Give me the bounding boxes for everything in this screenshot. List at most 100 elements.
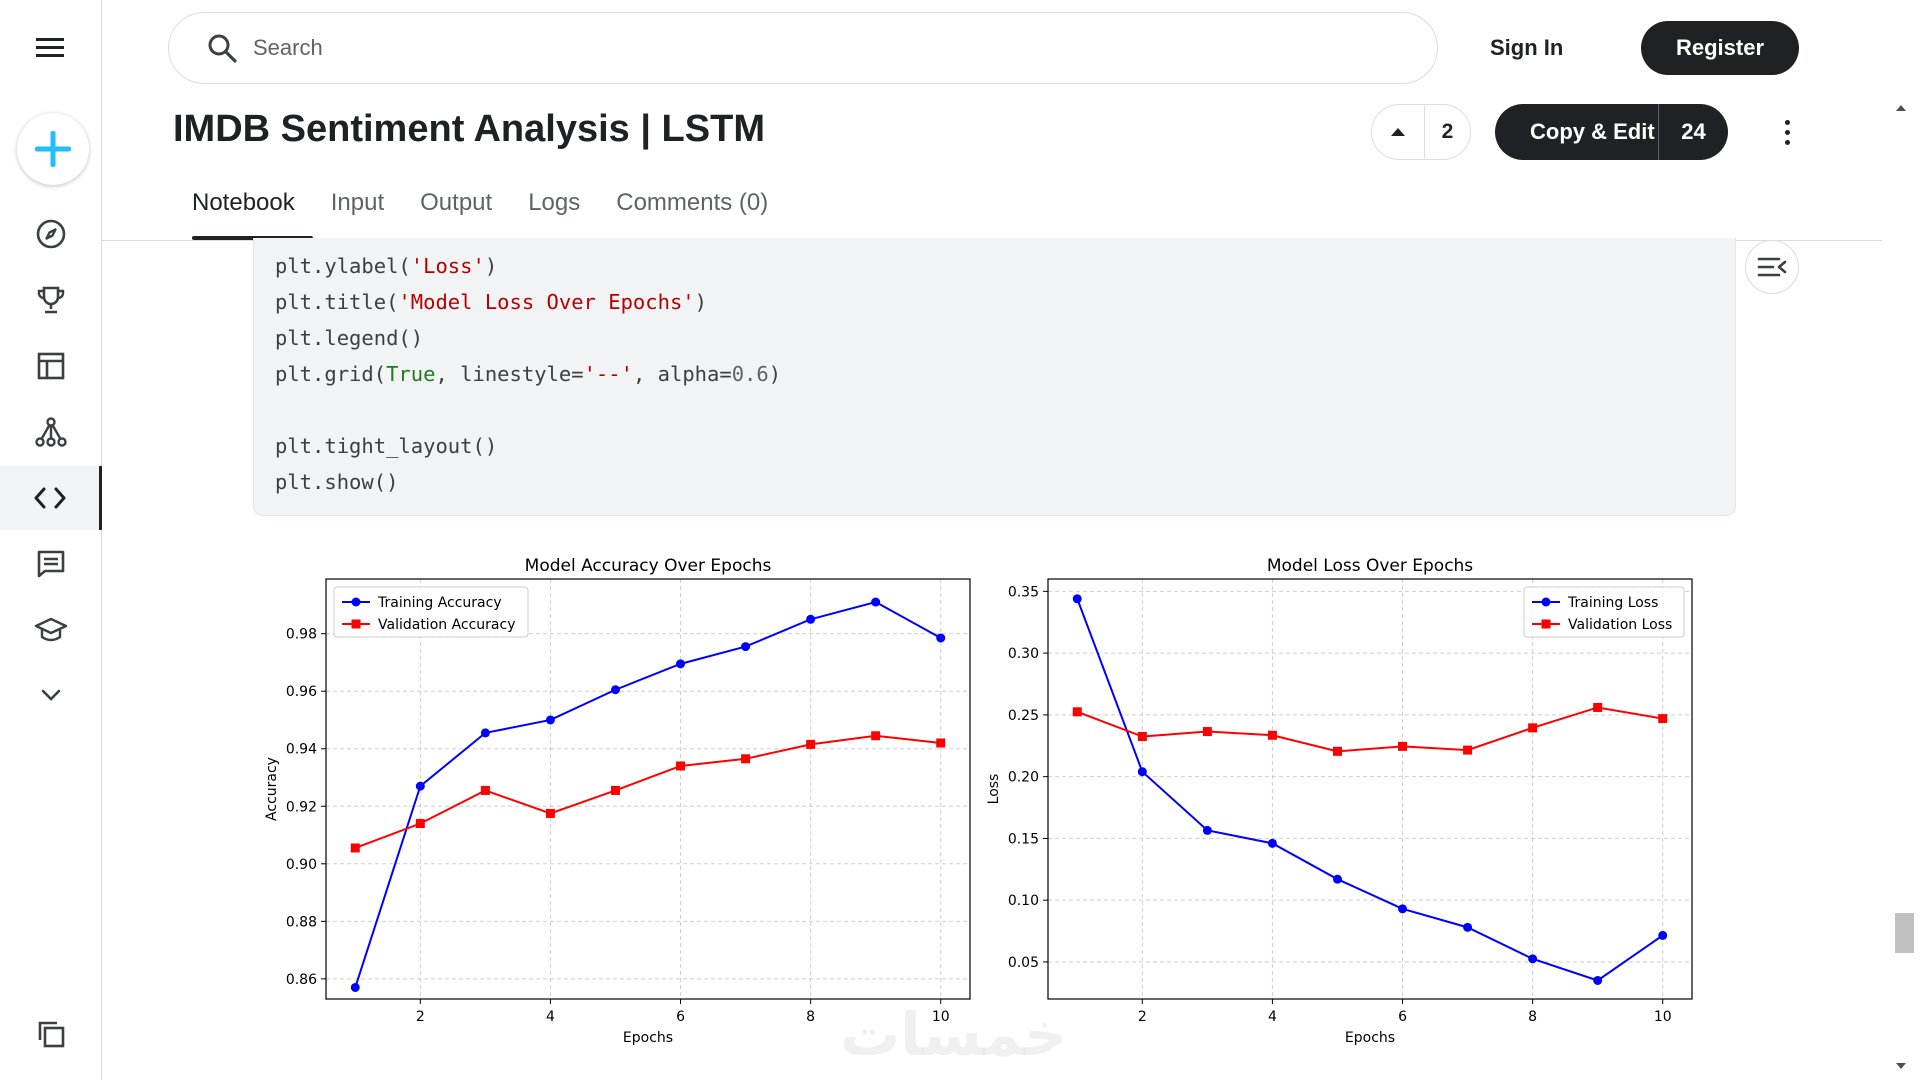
table-icon [37, 352, 65, 380]
tab-input[interactable]: Input [330, 189, 385, 216]
copy-edit-label: Copy & Edit [1530, 119, 1655, 144]
models-icon [35, 417, 67, 447]
chart1-series-1-point [806, 614, 816, 624]
chart1-legend-label: Training Accuracy [377, 595, 502, 611]
toc-collapse-icon [1757, 257, 1787, 277]
code-token: ) [768, 362, 782, 386]
chart1-series-2-point [741, 754, 751, 764]
code-token: , alpha= [632, 362, 732, 386]
search-placeholder: Search [253, 35, 323, 60]
chart2-series-2-point [1463, 745, 1473, 755]
chart1-ytick-label: 0.88 [286, 914, 317, 930]
code-line: plt.title('Model Loss Over Epochs') [254, 284, 1735, 320]
code-line: plt.show() [254, 464, 1735, 500]
table-of-contents-button[interactable] [1745, 240, 1799, 294]
chart2-title: Model Loss Over Epochs [1267, 556, 1473, 576]
chart1-series-2-point [936, 738, 946, 748]
chart1-series-2-point [871, 731, 881, 741]
chart1-xtick-label: 8 [806, 1009, 815, 1025]
code-token: True [386, 362, 436, 386]
chart2-frame [1047, 578, 1693, 1000]
chart2-series-1-point [1202, 825, 1212, 835]
code-token: plt.grid( [275, 362, 387, 386]
chart2-series-2-point [1137, 732, 1147, 741]
chart1-legend-marker [351, 619, 361, 629]
chart2-series-1-point [1528, 954, 1538, 964]
chart1-series-1-point [415, 781, 425, 791]
register-button[interactable]: Register [1641, 21, 1799, 75]
create-button[interactable] [17, 113, 89, 185]
tab-comments-0[interactable]: Comments (0) [616, 189, 769, 216]
watermark: خمسات [840, 1001, 1068, 1068]
chart2-series-2-point [1267, 730, 1277, 740]
notebook-tabs: Notebook Input Output Logs Comments (0) [174, 186, 786, 240]
chart2-series-1-point [1463, 922, 1473, 932]
chart1-xtick-label: 4 [546, 1009, 555, 1025]
upvote-control: 2 [1371, 104, 1471, 160]
upvote-button[interactable] [1372, 105, 1425, 159]
competitions-nav[interactable] [0, 204, 102, 264]
sign-in-button[interactable]: Sign In [1490, 35, 1564, 60]
chart1-ytick-label: 0.94 [286, 742, 317, 758]
code-token: ) [484, 254, 498, 278]
chart2-legend [1523, 586, 1685, 638]
chart2-ytick-label: 0.35 [1008, 584, 1039, 600]
chart1-legend-label: Validation Accuracy [378, 617, 516, 633]
more-options-icon[interactable] [1772, 112, 1802, 152]
copy-nav[interactable] [0, 1004, 102, 1064]
trophy-nav[interactable] [0, 270, 102, 330]
chart2-series-1-point [1332, 874, 1342, 884]
chart2-ytick-label: 0.15 [1008, 831, 1039, 847]
chart2-series-1-point [1137, 767, 1147, 777]
code-line: plt.ylabel('Loss') [254, 248, 1735, 284]
chart2-xtick-label: 6 [1398, 1009, 1407, 1025]
chart1-series-2-point [545, 808, 555, 818]
chart1-series-2-point [676, 761, 686, 771]
tab-output[interactable]: Output [420, 189, 493, 216]
chart1-series-1-point [676, 659, 686, 669]
chart2-series-2-point [1398, 741, 1408, 751]
copy-edit-count: 24 [1681, 119, 1706, 144]
discussions-nav[interactable] [0, 534, 102, 594]
chart2-series-1-point [1398, 904, 1408, 914]
chart1-series-1-line [354, 600, 942, 988]
datasets-nav[interactable] [0, 336, 102, 396]
code-token: plt.legend() [275, 326, 424, 350]
search-input[interactable]: Search [168, 12, 1438, 84]
copy-edit-button[interactable]: Copy & Edit 24 [1495, 104, 1728, 160]
code-token: 0.6 [731, 362, 769, 386]
learn-nav[interactable] [0, 600, 102, 660]
models-nav[interactable] [0, 402, 102, 462]
chart1-xtick-label: 2 [416, 1009, 425, 1025]
chart2-xtick-label: 10 [1654, 1009, 1672, 1025]
chart1-series-1-point [936, 633, 946, 643]
chart1-title: Model Accuracy Over Epochs [525, 556, 772, 576]
code-token: plt.title( [275, 290, 399, 314]
tab-notebook[interactable]: Notebook [174, 186, 313, 240]
code-token: 'Model Loss Over Epochs' [398, 290, 695, 314]
chart1-ytick-label: 0.96 [286, 684, 317, 700]
code-cell[interactable]: plt.ylabel('Loss') plt.title('Model Loss … [253, 238, 1736, 516]
chart2-xtick-label: 4 [1268, 1009, 1277, 1025]
chart2-series-2-point [1072, 707, 1082, 717]
chart2-ytick-label: 0.25 [1008, 708, 1039, 724]
tab-logs[interactable]: Logs [528, 189, 581, 216]
chart1-ytick-label: 0.86 [286, 972, 317, 988]
chart1-series-1-point [480, 728, 490, 738]
menu-icon[interactable] [0, 18, 102, 78]
chart1-series-2-point [610, 785, 620, 795]
chart1-series-2-point [806, 739, 816, 749]
chart2-xlabel: Epochs [1345, 1030, 1395, 1046]
chart1-ytick-label: 0.98 [286, 627, 317, 643]
chart2-series-2-point [1528, 723, 1538, 733]
copy-icon [38, 1021, 65, 1048]
more-nav[interactable] [0, 665, 102, 725]
code-nav[interactable] [0, 466, 102, 530]
code-line [254, 392, 1735, 428]
chart1-series-2-point [350, 843, 360, 853]
chart1-series-2-point [480, 785, 490, 795]
scroll-thumb[interactable] [1895, 913, 1914, 953]
chart2-series-2-point [1658, 714, 1668, 724]
learn-icon [34, 617, 68, 642]
code-icon [34, 487, 65, 509]
